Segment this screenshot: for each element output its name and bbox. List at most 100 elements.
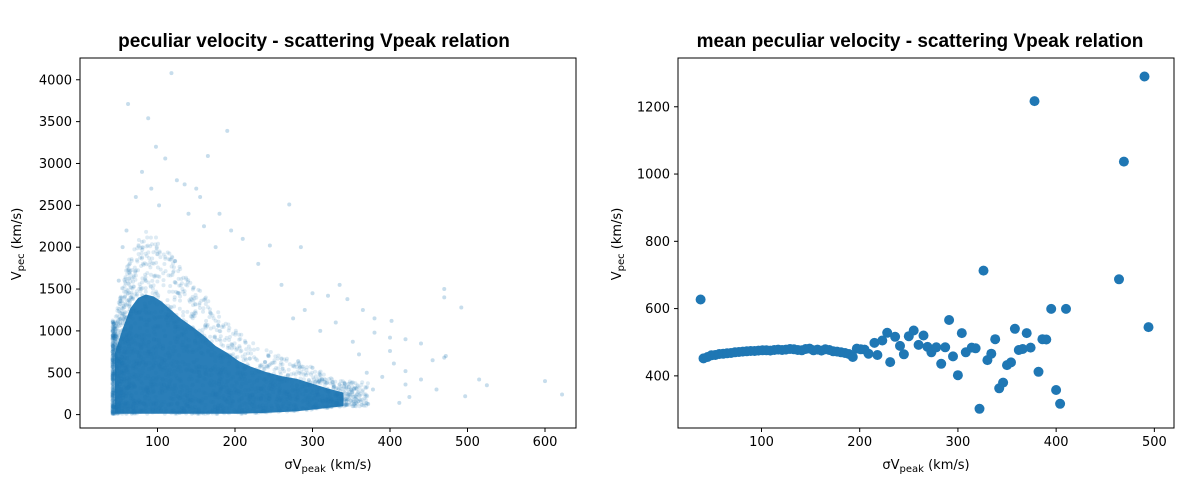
scatter-point [126, 276, 131, 281]
scatter-point [139, 315, 143, 320]
scatter-point [110, 319, 115, 324]
scatter-point [285, 372, 290, 377]
scatter-point [169, 264, 174, 269]
scatter-point [305, 365, 309, 370]
scatter-point [268, 362, 273, 367]
scatter-point [310, 380, 315, 385]
scatter-point [131, 296, 136, 301]
scatter-point [301, 377, 306, 382]
scatter-point [112, 334, 117, 339]
scatter-point [118, 379, 123, 384]
scatter-point [114, 397, 119, 402]
scatter-point [224, 389, 229, 394]
scatter-point [126, 309, 131, 314]
scatter-point [123, 400, 128, 405]
scatter-point [148, 259, 153, 264]
scatter-point [160, 402, 165, 407]
scatter-point [355, 401, 359, 406]
scatter-point [112, 321, 116, 326]
scatter-point [269, 383, 274, 388]
scatter-point [292, 364, 297, 369]
scatter-point [224, 379, 229, 384]
scatter-point [120, 355, 124, 359]
scatter-point [329, 398, 334, 403]
scatter-point [166, 386, 171, 391]
scatter-point [363, 394, 368, 399]
scatter-point [116, 394, 121, 399]
scatter-point [317, 397, 322, 402]
scatter-point [236, 409, 241, 414]
scatter-point [165, 363, 169, 368]
scatter-point [255, 404, 260, 409]
scatter-point [316, 386, 321, 391]
scatter-point [111, 401, 116, 405]
scatter-point [203, 322, 208, 327]
scatter-point [166, 309, 171, 314]
scatter-point [168, 273, 173, 278]
scatter-point [179, 342, 184, 347]
scatter-point [193, 341, 198, 346]
scatter-point [114, 321, 119, 326]
scatter-point [134, 365, 139, 370]
scatter-point [128, 349, 133, 354]
scatter-point [956, 328, 967, 339]
scatter-point [110, 377, 115, 382]
scatter-point [317, 379, 322, 384]
scatter-point [276, 377, 281, 382]
scatter-point [234, 379, 239, 384]
scatter-point [340, 393, 344, 398]
scatter-point [243, 388, 248, 393]
scatter-point [298, 379, 303, 384]
scatter-point [212, 404, 217, 409]
scatter-point [111, 359, 116, 364]
scatter-point [110, 328, 115, 333]
scatter-point [240, 354, 245, 359]
scatter-point [196, 374, 201, 379]
chart-title: peculiar velocity - scattering Vpeak rel… [118, 31, 510, 52]
scatter-point [260, 369, 265, 374]
scatter-point [110, 404, 115, 409]
scatter-point [111, 328, 116, 333]
scatter-point [222, 409, 226, 414]
scatter-point [111, 405, 116, 410]
scatter-point [308, 404, 313, 409]
scatter-point [115, 313, 120, 318]
scatter-point [194, 364, 199, 369]
scatter-point [114, 388, 119, 393]
scatter-point [223, 367, 228, 372]
scatter-point [204, 318, 209, 323]
scatter-point [114, 375, 119, 380]
scatter-point [187, 299, 192, 304]
scatter-point [221, 394, 226, 398]
scatter-point [159, 386, 164, 391]
scatter-point [111, 403, 116, 408]
scatter-point [172, 369, 177, 374]
scatter-point [112, 393, 117, 398]
scatter-point [185, 344, 190, 349]
scatter-point [337, 282, 342, 287]
scatter-point [116, 402, 121, 407]
scatter-point [295, 395, 300, 400]
scatter-point [167, 384, 172, 389]
scatter-point [203, 411, 208, 416]
scatter-point [442, 295, 447, 300]
scatter-point [115, 403, 120, 408]
scatter-point [120, 245, 125, 250]
scatter-point [183, 400, 188, 405]
scatter-point [183, 362, 187, 367]
scatter-point [184, 367, 189, 372]
scatter-point [150, 410, 155, 415]
scatter-point [326, 389, 330, 394]
scatter-point [218, 370, 223, 375]
scatter-point [171, 391, 176, 396]
scatter-point [315, 380, 320, 385]
scatter-point [112, 405, 117, 410]
scatter-point [284, 406, 289, 411]
scatter-point [316, 392, 320, 397]
scatter-point [181, 313, 186, 318]
scatter-point [201, 411, 206, 416]
scatter-point [148, 265, 153, 270]
scatter-point [302, 307, 307, 312]
scatter-point [403, 369, 408, 374]
scatter-point [230, 399, 235, 404]
